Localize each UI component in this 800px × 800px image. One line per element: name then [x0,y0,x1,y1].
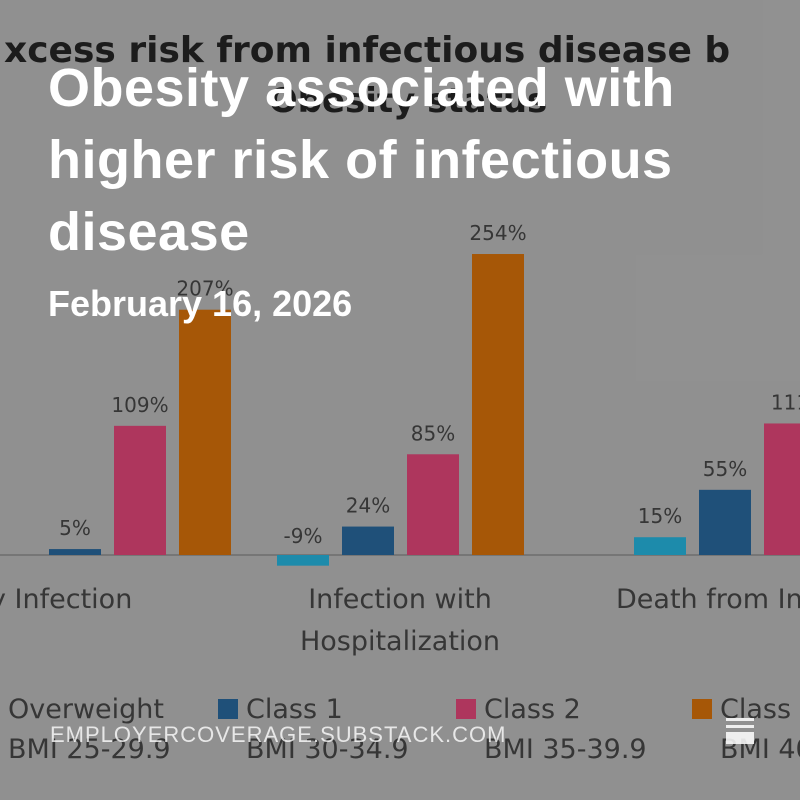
chart-data-label: 55% [703,457,747,481]
legend-label: Class 2 [484,694,581,725]
chart-data-label: 15% [638,504,682,528]
legend-label: BMI 35-39.9 [484,734,647,765]
chart-bar [699,489,751,555]
legend-swatch [456,699,476,719]
chart-data-label: 24% [346,494,390,518]
chart-bar [342,526,394,555]
chart-data-labels: -9% 15% 5% 24% 55% 109% 85% 111 207% 254% [59,221,800,548]
substack-logo-icon [726,718,754,752]
chart-bar [114,425,166,555]
legend-swatch [692,699,712,719]
legend-label: BMI 30-34.9 [246,734,409,765]
chart-data-label: -9% [284,524,323,548]
chart-data-label: 254% [469,221,526,245]
chart-bar [634,537,686,555]
chart-data-label: 109% [111,393,168,417]
chart-data-label: 5% [59,516,91,540]
chart-category-label: Death from In [616,584,800,615]
chart-title-line: Obesity status [269,81,548,121]
chart-title: xcess risk from infectious disease b Obes… [4,30,730,121]
chart-bar [764,423,800,555]
chart-bar [49,549,101,555]
chart-bar [277,555,329,566]
site-domain: EMPLOYERCOVERAGE.SUBSTACK.COM [50,722,507,747]
post-headline: Obesity associated with higher risk of i… [48,58,675,262]
legend-label: BMI 25-29.9 [8,734,171,765]
legend-label: Overweight [8,694,164,725]
chart-bar [179,309,231,555]
chart-bar [407,454,459,555]
chart-data-label: 207% [176,277,233,301]
legend-label: Class 1 [246,694,343,725]
chart-category-label: Infection with [308,584,492,615]
chart-title-line: xcess risk from infectious disease b [4,30,730,71]
legend-swatch [218,699,238,719]
chart-data-label: 85% [411,421,455,445]
chart-bars [49,254,800,566]
chart-category-labels: y Infection Infection with Hospitalization… [0,584,800,657]
post-date: February 16, 2026 [48,283,353,324]
chart-data-label: 111 [771,390,800,414]
chart-category-label: y Infection [0,584,132,615]
chart-legend: Overweight BMI 25-29.9 Class 1 BMI 30-34.9 C… [8,694,800,765]
chart-category-label: Hospitalization [300,626,500,657]
chart-bar [472,254,524,555]
